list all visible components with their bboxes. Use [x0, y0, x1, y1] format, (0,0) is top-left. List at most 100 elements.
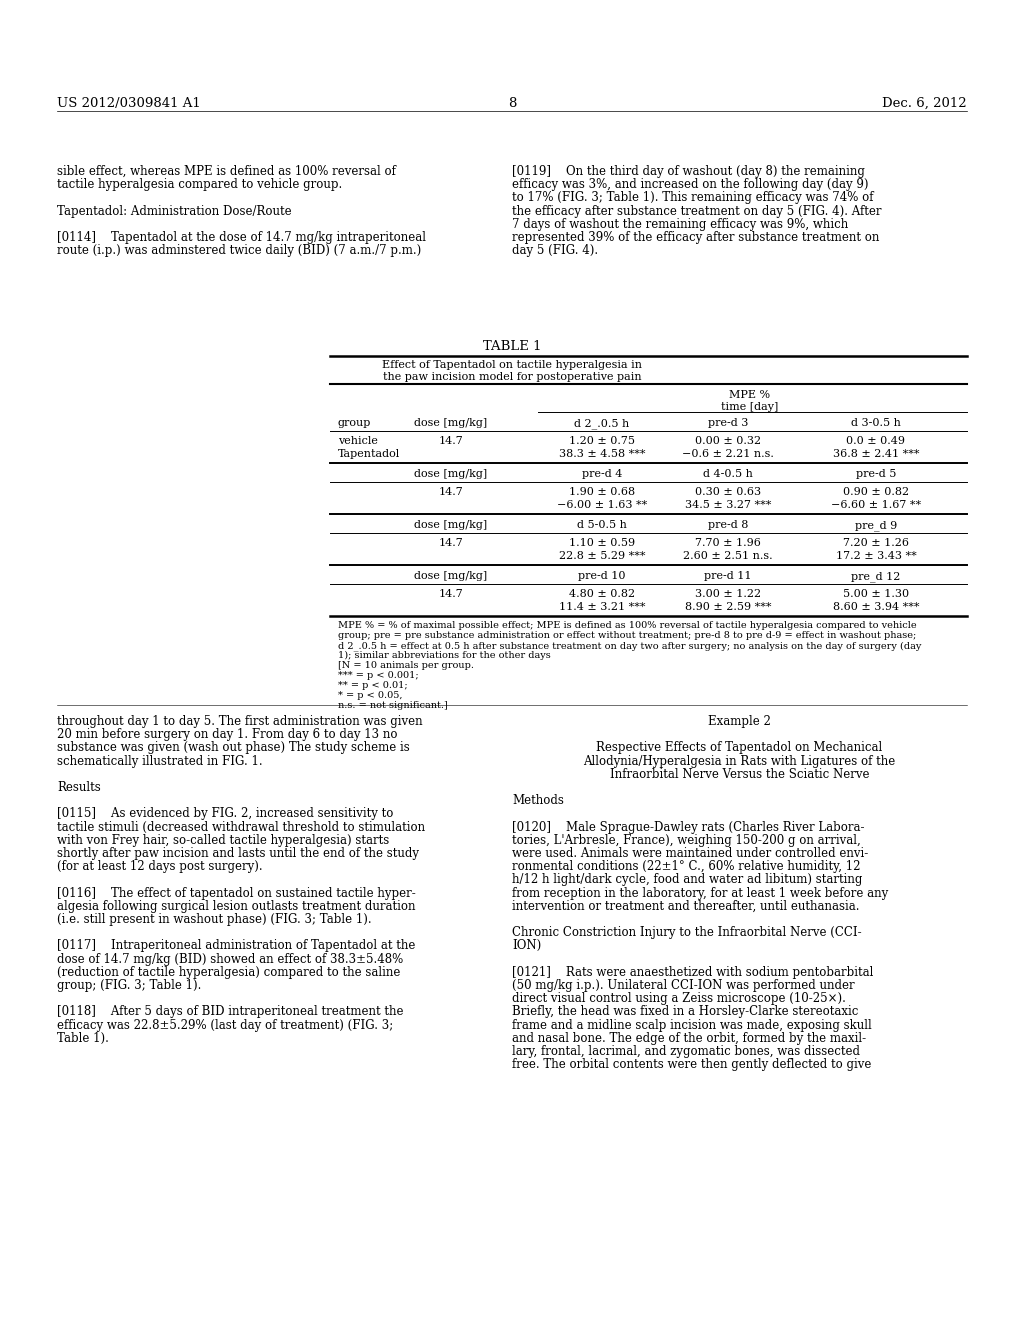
Text: pre_d 9: pre_d 9	[855, 520, 897, 531]
Text: 7.70 ± 1.96: 7.70 ± 1.96	[695, 539, 761, 548]
Text: 5.00 ± 1.30: 5.00 ± 1.30	[843, 589, 909, 599]
Text: were used. Animals were maintained under controlled envi-: were used. Animals were maintained under…	[512, 847, 868, 861]
Text: direct visual control using a Zeiss microscope (10-25×).: direct visual control using a Zeiss micr…	[512, 993, 846, 1006]
Text: represented 39% of the efficacy after substance treatment on: represented 39% of the efficacy after su…	[512, 231, 880, 244]
Text: pre-d 8: pre-d 8	[708, 520, 749, 531]
Text: route (i.p.) was adminstered twice daily (BID) (7 a.m./7 p.m.): route (i.p.) was adminstered twice daily…	[57, 244, 421, 257]
Text: intervention or treatment and thereafter, until euthanasia.: intervention or treatment and thereafter…	[512, 900, 859, 913]
Text: dose of 14.7 mg/kg (BID) showed an effect of 38.3±5.48%: dose of 14.7 mg/kg (BID) showed an effec…	[57, 953, 403, 966]
Text: throughout day 1 to day 5. The first administration was given: throughout day 1 to day 5. The first adm…	[57, 715, 423, 729]
Text: Effect of Tapentadol on tactile hyperalgesia in: Effect of Tapentadol on tactile hyperalg…	[382, 360, 642, 370]
Text: 8.90 ± 2.59 ***: 8.90 ± 2.59 ***	[685, 602, 771, 612]
Text: efficacy was 3%, and increased on the following day (day 9): efficacy was 3%, and increased on the fo…	[512, 178, 868, 191]
Text: pre-d 11: pre-d 11	[705, 572, 752, 581]
Text: the paw incision model for postoperative pain: the paw incision model for postoperative…	[383, 372, 641, 381]
Text: 14.7: 14.7	[438, 436, 464, 446]
Text: (50 mg/kg i.p.). Unilateral CCI-ION was performed under: (50 mg/kg i.p.). Unilateral CCI-ION was …	[512, 979, 855, 993]
Text: TABLE 1: TABLE 1	[482, 341, 542, 352]
Text: (i.e. still present in washout phase) (FIG. 3; Table 1).: (i.e. still present in washout phase) (F…	[57, 913, 372, 927]
Text: shortly after paw incision and lasts until the end of the study: shortly after paw incision and lasts unt…	[57, 847, 419, 861]
Text: 0.0 ± 0.49: 0.0 ± 0.49	[847, 436, 905, 446]
Text: time [day]: time [day]	[721, 403, 778, 412]
Text: pre-d 10: pre-d 10	[579, 572, 626, 581]
Text: Briefly, the head was fixed in a Horsley-Clarke stereotaxic: Briefly, the head was fixed in a Horsley…	[512, 1006, 858, 1019]
Text: Tapentadol: Administration Dose/Route: Tapentadol: Administration Dose/Route	[57, 205, 292, 218]
Text: Example 2: Example 2	[708, 715, 771, 729]
Text: US 2012/0309841 A1: US 2012/0309841 A1	[57, 96, 201, 110]
Text: [0115]    As evidenced by FIG. 2, increased sensitivity to: [0115] As evidenced by FIG. 2, increased…	[57, 808, 393, 821]
Text: dose [mg/kg]: dose [mg/kg]	[415, 469, 487, 479]
Text: pre-d 3: pre-d 3	[708, 418, 749, 428]
Text: d 2_.0.5 h: d 2_.0.5 h	[574, 418, 630, 429]
Text: substance was given (wash out phase) The study scheme is: substance was given (wash out phase) The…	[57, 742, 410, 755]
Text: and nasal bone. The edge of the orbit, formed by the maxil-: and nasal bone. The edge of the orbit, f…	[512, 1032, 866, 1045]
Text: 1.10 ± 0.59: 1.10 ± 0.59	[569, 539, 635, 548]
Text: algesia following surgical lesion outlasts treatment duration: algesia following surgical lesion outlas…	[57, 900, 416, 913]
Text: the efficacy after substance treatment on day 5 (FIG. 4). After: the efficacy after substance treatment o…	[512, 205, 882, 218]
Text: dose [mg/kg]: dose [mg/kg]	[415, 520, 487, 531]
Text: *** = p < 0.001;: *** = p < 0.001;	[338, 671, 419, 680]
Text: Tapentadol: Tapentadol	[338, 449, 400, 459]
Text: dose [mg/kg]: dose [mg/kg]	[415, 572, 487, 581]
Text: 14.7: 14.7	[438, 539, 464, 548]
Text: dose [mg/kg]: dose [mg/kg]	[415, 418, 487, 428]
Text: ronmental conditions (22±1° C., 60% relative humidity, 12: ronmental conditions (22±1° C., 60% rela…	[512, 861, 860, 874]
Text: 20 min before surgery on day 1. From day 6 to day 13 no: 20 min before surgery on day 1. From day…	[57, 729, 397, 742]
Text: 38.3 ± 4.58 ***: 38.3 ± 4.58 ***	[559, 449, 645, 459]
Text: [0120]    Male Sprague-Dawley rats (Charles River Labora-: [0120] Male Sprague-Dawley rats (Charles…	[512, 821, 864, 834]
Text: 1); similar abbreviations for the other days: 1); similar abbreviations for the other …	[338, 651, 551, 660]
Text: 11.4 ± 3.21 ***: 11.4 ± 3.21 ***	[559, 602, 645, 612]
Text: 34.5 ± 3.27 ***: 34.5 ± 3.27 ***	[685, 500, 771, 510]
Text: d 4-0.5 h: d 4-0.5 h	[703, 469, 753, 479]
Text: 14.7: 14.7	[438, 487, 464, 498]
Text: 1.20 ± 0.75: 1.20 ± 0.75	[569, 436, 635, 446]
Text: 3.00 ± 1.22: 3.00 ± 1.22	[695, 589, 761, 599]
Text: n.s. = not significant.]: n.s. = not significant.]	[338, 701, 447, 710]
Text: 8.60 ± 3.94 ***: 8.60 ± 3.94 ***	[833, 602, 920, 612]
Text: ** = p < 0.01;: ** = p < 0.01;	[338, 681, 408, 690]
Text: [0116]    The effect of tapentadol on sustained tactile hyper-: [0116] The effect of tapentadol on susta…	[57, 887, 416, 900]
Text: Table 1).: Table 1).	[57, 1032, 109, 1045]
Text: Respective Effects of Tapentadol on Mechanical: Respective Effects of Tapentadol on Mech…	[596, 742, 883, 755]
Text: h/12 h light/dark cycle, food and water ad libitum) starting: h/12 h light/dark cycle, food and water …	[512, 874, 862, 887]
Text: 7.20 ± 1.26: 7.20 ± 1.26	[843, 539, 909, 548]
Text: 4.80 ± 0.82: 4.80 ± 0.82	[569, 589, 635, 599]
Text: 14.7: 14.7	[438, 589, 464, 599]
Text: 0.00 ± 0.32: 0.00 ± 0.32	[695, 436, 761, 446]
Text: 1.90 ± 0.68: 1.90 ± 0.68	[569, 487, 635, 498]
Text: 7 days of washout the remaining efficacy was 9%, which: 7 days of washout the remaining efficacy…	[512, 218, 848, 231]
Text: efficacy was 22.8±5.29% (last day of treatment) (FIG. 3;: efficacy was 22.8±5.29% (last day of tre…	[57, 1019, 393, 1032]
Text: Results: Results	[57, 781, 100, 795]
Text: tactile stimuli (decreased withdrawal threshold to stimulation: tactile stimuli (decreased withdrawal th…	[57, 821, 425, 834]
Text: [0118]    After 5 days of BID intraperitoneal treatment the: [0118] After 5 days of BID intraperitone…	[57, 1006, 403, 1019]
Text: d 2_.0.5 h = effect at 0.5 h after substance treatment on day two after surgery;: d 2_.0.5 h = effect at 0.5 h after subst…	[338, 642, 922, 651]
Text: with von Frey hair, so-called tactile hyperalgesia) starts: with von Frey hair, so-called tactile hy…	[57, 834, 389, 847]
Text: day 5 (FIG. 4).: day 5 (FIG. 4).	[512, 244, 598, 257]
Text: pre-d 5: pre-d 5	[856, 469, 896, 479]
Text: [0119]    On the third day of washout (day 8) the remaining: [0119] On the third day of washout (day …	[512, 165, 865, 178]
Text: tories, L'Arbresle, France), weighing 150-200 g on arrival,: tories, L'Arbresle, France), weighing 15…	[512, 834, 861, 847]
Text: −6.60 ± 1.67 **: −6.60 ± 1.67 **	[830, 500, 921, 510]
Text: MPE % = % of maximal possible effect; MPE is defined as 100% reversal of tactile: MPE % = % of maximal possible effect; MP…	[338, 620, 916, 630]
Text: sible effect, whereas MPE is defined as 100% reversal of: sible effect, whereas MPE is defined as …	[57, 165, 396, 178]
Text: −0.6 ± 2.21 n.s.: −0.6 ± 2.21 n.s.	[682, 449, 774, 459]
Text: [0114]    Tapentadol at the dose of 14.7 mg/kg intraperitoneal: [0114] Tapentadol at the dose of 14.7 mg…	[57, 231, 426, 244]
Text: d 3-0.5 h: d 3-0.5 h	[851, 418, 901, 428]
Text: Allodynia/Hyperalgesia in Rats with Ligatures of the: Allodynia/Hyperalgesia in Rats with Liga…	[584, 755, 896, 768]
Text: 0.90 ± 0.82: 0.90 ± 0.82	[843, 487, 909, 498]
Text: [N = 10 animals per group.: [N = 10 animals per group.	[338, 661, 474, 671]
Text: schematically illustrated in FIG. 1.: schematically illustrated in FIG. 1.	[57, 755, 262, 768]
Text: Infraorbital Nerve Versus the Sciatic Nerve: Infraorbital Nerve Versus the Sciatic Ne…	[609, 768, 869, 781]
Text: group; pre = pre substance administration or effect without treatment; pre-d 8 t: group; pre = pre substance administratio…	[338, 631, 916, 640]
Text: d 5-0.5 h: d 5-0.5 h	[578, 520, 627, 531]
Text: Dec. 6, 2012: Dec. 6, 2012	[883, 96, 967, 110]
Text: 17.2 ± 3.43 **: 17.2 ± 3.43 **	[836, 550, 916, 561]
Text: −6.00 ± 1.63 **: −6.00 ± 1.63 **	[557, 500, 647, 510]
Text: Methods: Methods	[512, 795, 564, 808]
Text: (for at least 12 days post surgery).: (for at least 12 days post surgery).	[57, 861, 262, 874]
Text: tactile hyperalgesia compared to vehicle group.: tactile hyperalgesia compared to vehicle…	[57, 178, 342, 191]
Text: pre-d 4: pre-d 4	[582, 469, 623, 479]
Text: MPE %: MPE %	[729, 389, 771, 400]
Text: ION): ION)	[512, 940, 542, 953]
Text: [0117]    Intraperitoneal administration of Tapentadol at the: [0117] Intraperitoneal administration of…	[57, 940, 416, 953]
